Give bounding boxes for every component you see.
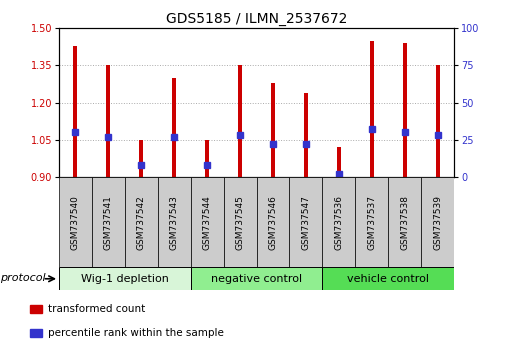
FancyBboxPatch shape [92, 177, 125, 267]
FancyBboxPatch shape [289, 177, 322, 267]
FancyBboxPatch shape [191, 177, 224, 267]
FancyBboxPatch shape [322, 267, 454, 290]
Bar [370, 41, 373, 177]
Text: GSM737538: GSM737538 [400, 195, 409, 250]
Text: Wig-1 depletion: Wig-1 depletion [81, 274, 169, 284]
Bar [403, 43, 407, 177]
Text: GSM737544: GSM737544 [203, 195, 212, 250]
FancyBboxPatch shape [191, 267, 322, 290]
Bar [337, 147, 341, 177]
Text: negative control: negative control [211, 274, 302, 284]
FancyBboxPatch shape [224, 177, 256, 267]
Bar [30, 329, 42, 337]
Bar [238, 65, 242, 177]
FancyBboxPatch shape [158, 177, 191, 267]
Text: GSM737537: GSM737537 [367, 195, 376, 250]
Bar [73, 46, 77, 177]
Bar [436, 65, 440, 177]
Text: GSM737536: GSM737536 [334, 195, 343, 250]
Text: GSM737539: GSM737539 [433, 195, 442, 250]
FancyBboxPatch shape [59, 177, 92, 267]
Text: GSM737542: GSM737542 [137, 195, 146, 250]
Bar [30, 305, 42, 313]
Text: GDS5185 / ILMN_2537672: GDS5185 / ILMN_2537672 [166, 12, 347, 27]
Text: vehicle control: vehicle control [347, 274, 429, 284]
Bar [172, 78, 176, 177]
FancyBboxPatch shape [59, 267, 191, 290]
Bar [140, 140, 143, 177]
Text: GSM737545: GSM737545 [235, 195, 245, 250]
Text: protocol: protocol [0, 273, 46, 282]
FancyBboxPatch shape [322, 177, 355, 267]
FancyBboxPatch shape [421, 177, 454, 267]
FancyBboxPatch shape [355, 177, 388, 267]
Text: GSM737543: GSM737543 [170, 195, 179, 250]
Text: transformed count: transformed count [48, 304, 145, 314]
Text: GSM737547: GSM737547 [301, 195, 310, 250]
Text: percentile rank within the sample: percentile rank within the sample [48, 328, 224, 338]
FancyBboxPatch shape [125, 177, 158, 267]
Text: GSM737546: GSM737546 [268, 195, 278, 250]
Bar [205, 140, 209, 177]
Bar [271, 83, 275, 177]
Text: GSM737540: GSM737540 [71, 195, 80, 250]
FancyBboxPatch shape [256, 177, 289, 267]
Text: GSM737541: GSM737541 [104, 195, 113, 250]
Bar [106, 65, 110, 177]
Bar [304, 93, 308, 177]
FancyBboxPatch shape [388, 177, 421, 267]
